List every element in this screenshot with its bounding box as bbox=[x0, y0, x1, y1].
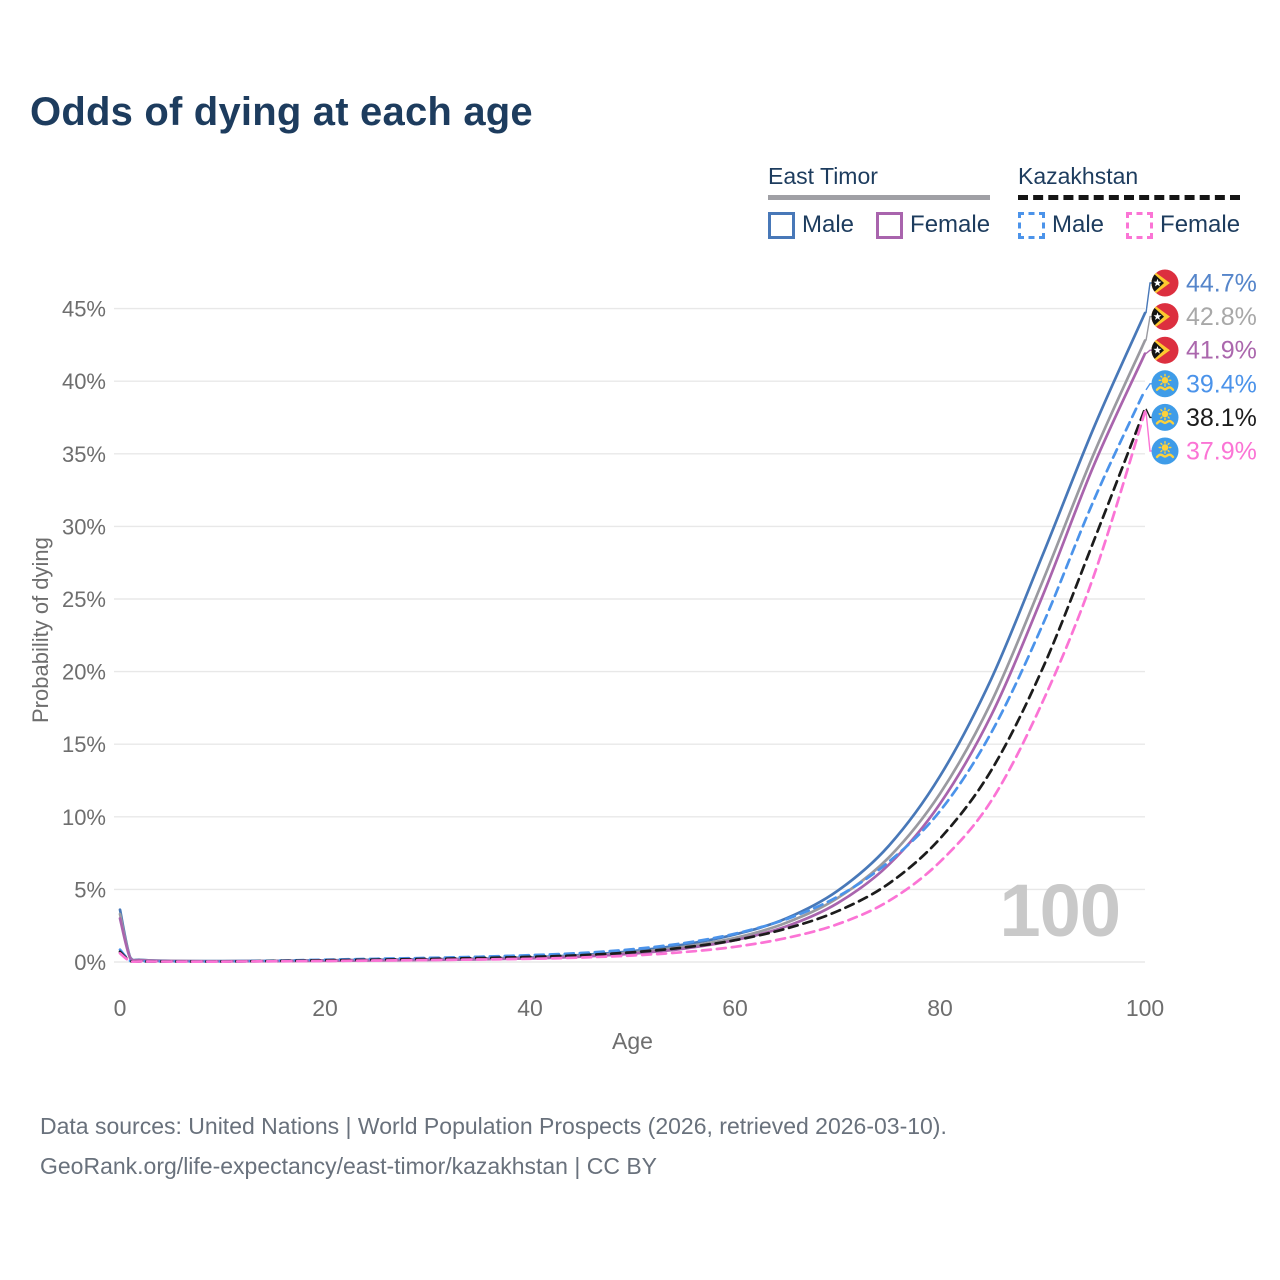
end-label-connector-kazakhstan-male bbox=[1145, 383, 1152, 391]
y-tick-label-45: 45% bbox=[62, 297, 106, 322]
end-label-connector-east-timor-male bbox=[1145, 282, 1152, 314]
end-value-label-east-timor-both: 42.8% bbox=[1186, 303, 1257, 331]
end-value-label-kazakhstan-female: 37.9% bbox=[1186, 438, 1257, 466]
y-tick-label-30: 30% bbox=[62, 514, 106, 539]
legend-group-kazakhstan: Kazakhstan Male Female bbox=[1018, 163, 1241, 239]
x-tick-label-60: 60 bbox=[722, 995, 748, 1021]
flag-kazakhstan-icon bbox=[1151, 370, 1179, 398]
east-timor-female-swatch-icon bbox=[876, 211, 904, 239]
end-value-label-kazakhstan-both: 38.1% bbox=[1186, 404, 1257, 432]
east-timor-line-style-swatch bbox=[768, 195, 991, 200]
legend-group-east-timor: East Timor Male Female bbox=[768, 163, 991, 239]
series-line-kazakhstan-female[interactable] bbox=[118, 410, 1147, 963]
y-tick-label-5: 5% bbox=[74, 877, 106, 902]
x-tick-label-0: 0 bbox=[114, 995, 127, 1021]
footer: Data sources: United Nations | World Pop… bbox=[40, 1106, 947, 1186]
footer-attribution: GeoRank.org/life-expectancy/east-timor/k… bbox=[40, 1153, 658, 1179]
x-tick-label-40: 40 bbox=[517, 995, 543, 1021]
series-line-east-timor-male[interactable] bbox=[118, 311, 1147, 963]
legend-item-east-timor-male[interactable]: Male bbox=[768, 211, 854, 239]
kazakhstan-line-style-swatch bbox=[1018, 195, 1241, 200]
kazakhstan-female-swatch-icon bbox=[1126, 211, 1154, 239]
x-axis-title: Age bbox=[612, 1028, 653, 1054]
end-value-label-east-timor-male: 44.7% bbox=[1186, 270, 1257, 298]
end-value-label-east-timor-female: 41.9% bbox=[1186, 337, 1257, 365]
legend-item-kazakhstan-male[interactable]: Male bbox=[1018, 211, 1104, 239]
y-tick-label-0: 0% bbox=[74, 950, 106, 975]
x-tick-label-20: 20 bbox=[312, 995, 338, 1021]
page-title: Odds of dying at each age bbox=[30, 90, 533, 134]
y-tick-label-20: 20% bbox=[62, 660, 106, 685]
end-label-connector-kazakhstan-female bbox=[1145, 411, 1152, 452]
y-tick-label-15: 15% bbox=[62, 732, 106, 757]
flag-east-timor-icon bbox=[1151, 303, 1179, 331]
legend-item-east-timor-female[interactable]: Female bbox=[876, 211, 990, 239]
y-tick-label-35: 35% bbox=[62, 442, 106, 467]
legend-country-east-timor[interactable]: East Timor bbox=[768, 163, 878, 189]
legend-country-kazakhstan[interactable]: Kazakhstan bbox=[1018, 163, 1139, 189]
x-tick-label-100: 100 bbox=[1126, 995, 1164, 1021]
end-label-connector-kazakhstan-both bbox=[1145, 408, 1152, 419]
age-counter-watermark: 100 bbox=[999, 869, 1121, 952]
east-timor-male-swatch-icon bbox=[768, 211, 795, 239]
legend-item-kazakhstan-female[interactable]: Female bbox=[1126, 211, 1240, 239]
flag-east-timor-icon bbox=[1151, 336, 1179, 364]
footer-data-sources: Data sources: United Nations | World Pop… bbox=[40, 1113, 947, 1139]
end-value-label-kazakhstan-male: 39.4% bbox=[1186, 370, 1257, 398]
y-tick-label-10: 10% bbox=[62, 805, 106, 830]
flag-kazakhstan-icon bbox=[1151, 403, 1179, 431]
x-tick-label-80: 80 bbox=[927, 995, 953, 1021]
end-label-connector-east-timor-both bbox=[1145, 315, 1152, 341]
flag-east-timor-icon bbox=[1151, 269, 1179, 297]
end-label-connector-east-timor-female bbox=[1145, 349, 1152, 355]
y-tick-label-40: 40% bbox=[62, 369, 106, 394]
kazakhstan-male-swatch-icon bbox=[1018, 211, 1045, 239]
y-tick-label-25: 25% bbox=[62, 587, 106, 612]
flag-kazakhstan-icon bbox=[1151, 437, 1179, 465]
y-axis-title: Probability of dying bbox=[28, 537, 53, 723]
